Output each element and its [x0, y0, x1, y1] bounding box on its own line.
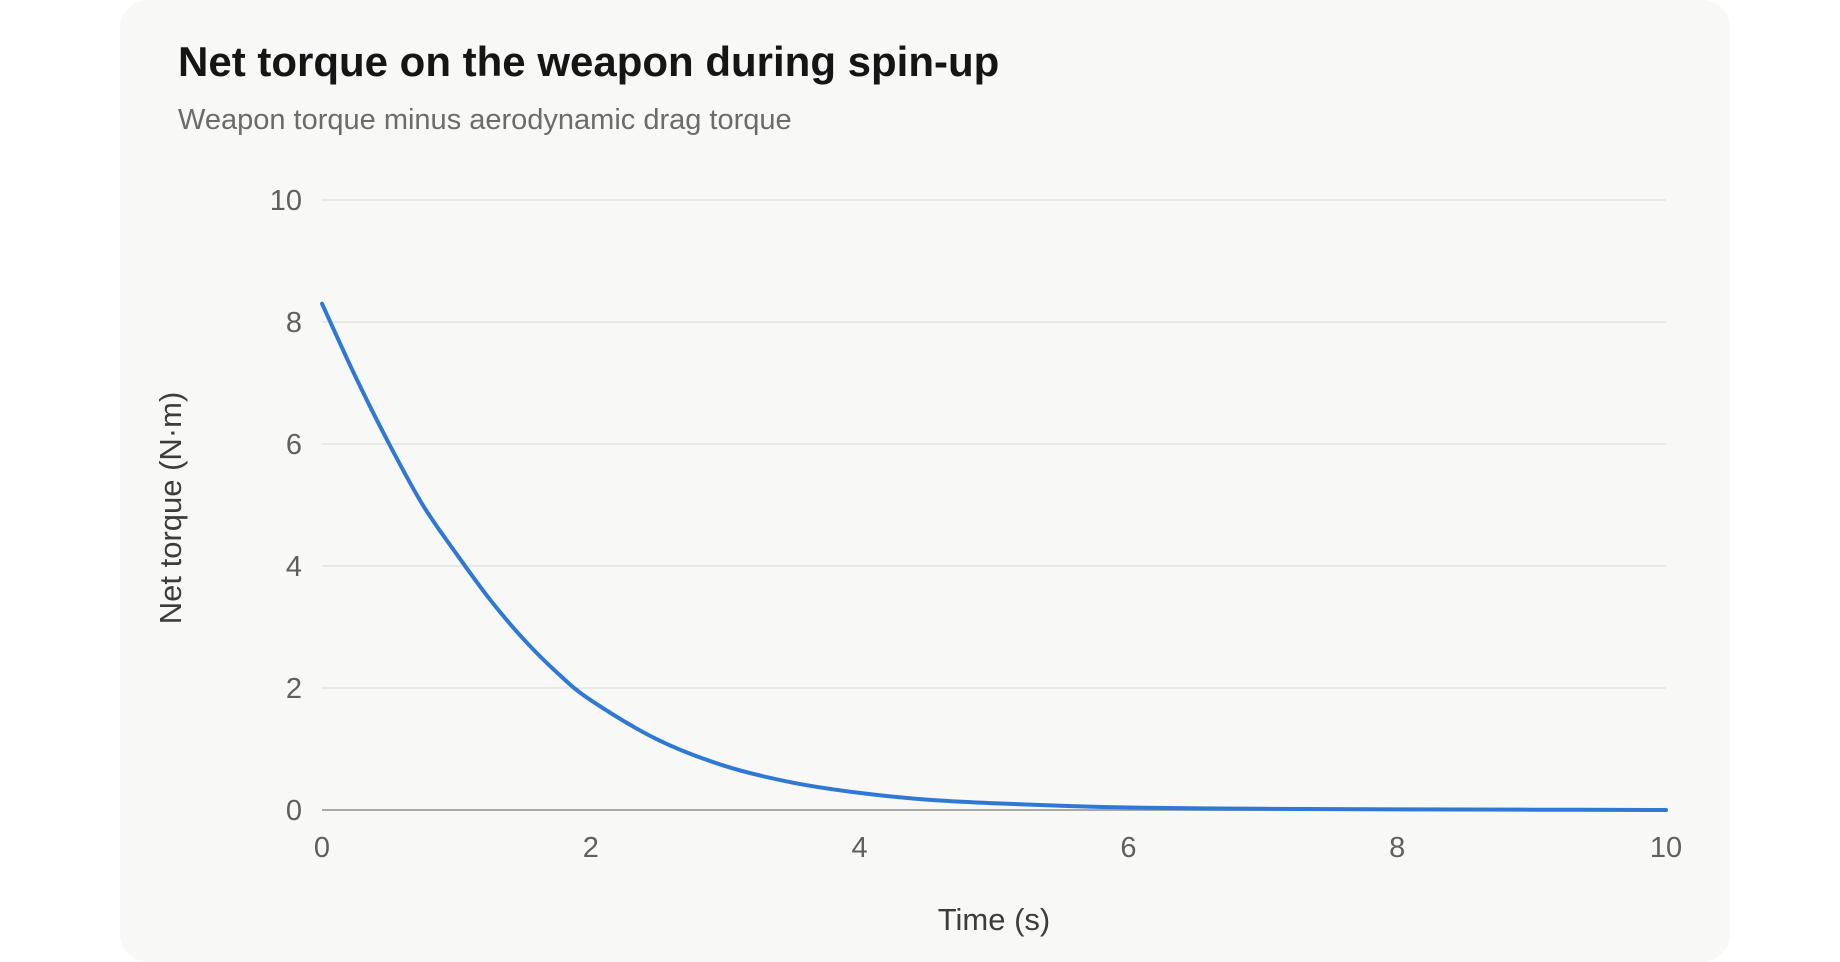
series-line — [320, 301, 1668, 812]
chart-subtitle: Weapon torque minus aerodynamic drag tor… — [178, 104, 792, 136]
series-layer — [320, 301, 1668, 812]
y-tick-label: 6 — [286, 429, 302, 461]
y-tick-label: 8 — [286, 307, 302, 339]
x-tick-label: 10 — [1650, 832, 1682, 864]
y-tick-label: 0 — [286, 795, 302, 827]
x-axis-title: Time (s) — [938, 902, 1051, 937]
x-tick-label: 4 — [852, 832, 868, 864]
y-axis-title: Net torque (N·m) — [153, 392, 188, 625]
y-tick-label: 4 — [286, 551, 302, 583]
grid-lines — [322, 199, 1666, 811]
x-tick-label: 2 — [583, 832, 599, 864]
y-axis-ticks: 0 2 4 6 8 10 — [270, 185, 302, 827]
y-tick-label: 10 — [270, 185, 302, 217]
x-tick-label: 8 — [1389, 832, 1405, 864]
x-tick-label: 0 — [314, 832, 330, 864]
chart-title: Net torque on the weapon during spin-up — [178, 38, 1000, 85]
chart-card: Net torque on the weapon during spin-up … — [120, 0, 1730, 962]
y-tick-label: 2 — [286, 673, 302, 705]
x-axis-ticks: 0 2 4 6 8 10 — [314, 832, 1682, 864]
x-tick-label: 6 — [1120, 832, 1136, 864]
